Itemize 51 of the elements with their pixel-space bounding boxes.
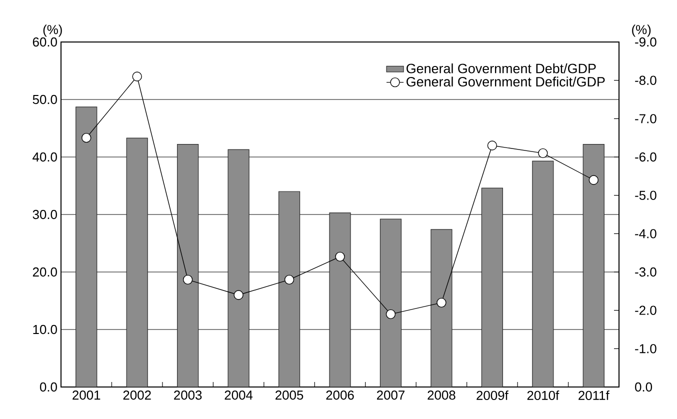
x-tick-label: 2009f: [476, 390, 508, 400]
bar: [532, 160, 554, 387]
x-tick-label: 2011f: [578, 390, 610, 400]
bar: [481, 188, 503, 387]
point: [436, 298, 446, 308]
point: [82, 132, 92, 143]
x-tick-label: 2001: [72, 390, 100, 400]
legend-label: General Government Debt/GDP: [406, 63, 596, 74]
y2-axis-title: (%): [632, 24, 651, 37]
y-tick-label: 60.0: [32, 37, 57, 47]
y2-tick-label: -8.0: [635, 76, 656, 85]
y-tick-label: 30.0: [32, 210, 57, 220]
bar: [228, 149, 250, 387]
bar: [329, 212, 351, 387]
y-axis-title: (%): [43, 24, 62, 37]
y2-tick-label: -1.0: [635, 344, 656, 354]
y2-tick-label: -3.0: [635, 267, 656, 277]
y-tick-label: 10.0: [33, 324, 57, 334]
bar: [430, 229, 452, 387]
legend-label: General Government Deficit/GDP: [406, 76, 605, 87]
y2-tick-label: -7.0: [635, 114, 656, 124]
bar: [582, 144, 604, 387]
x-tick-label: 2007: [376, 390, 404, 400]
y-tick-label: 40.0: [32, 152, 57, 162]
y-tick-label: 0.0: [40, 382, 57, 392]
y2-tick-label: -4.0: [635, 229, 656, 238]
bar: [278, 191, 300, 387]
point: [182, 274, 193, 285]
point: [284, 274, 294, 285]
y-tick-label: 50.0: [32, 94, 57, 104]
y2-tick-label: -6.0: [635, 152, 656, 162]
point: [234, 290, 244, 300]
bar: [380, 218, 402, 387]
x-tick-label: 2010f: [527, 390, 560, 400]
bar: [177, 144, 199, 387]
y2-tick-label: -2.0: [635, 306, 656, 315]
y-tick-label: 20.0: [32, 267, 57, 277]
y2-tick-label: -5.0: [635, 190, 656, 200]
point: [335, 252, 345, 262]
x-tick-label: 2003: [174, 390, 202, 400]
x-tick-label: 2002: [123, 390, 151, 400]
x-tick-label: 2008: [428, 390, 456, 400]
x-tick-label: 2004: [224, 390, 253, 400]
y2-tick-label: -9.0: [635, 37, 656, 47]
bar: [126, 138, 148, 387]
point: [588, 175, 598, 185]
x-tick-label: 2005: [276, 390, 304, 400]
bar: [76, 106, 98, 387]
x-tick-label: 2006: [326, 390, 354, 400]
point: [386, 309, 396, 320]
y2-tick-label: 0.0: [635, 382, 652, 392]
